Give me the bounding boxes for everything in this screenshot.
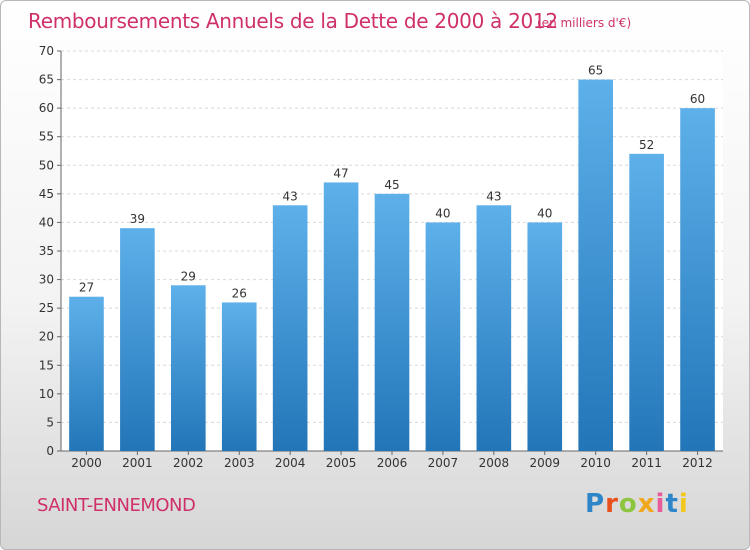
x-tick-label: 2003 [224,456,255,470]
x-tick-label: 2009 [529,456,560,470]
chart-unit: (en milliers d'€) [537,16,632,30]
y-tick-label: 0 [46,444,54,458]
x-tick-label: 2011 [631,456,662,470]
x-tick-label: 2005 [326,456,357,470]
logo-letter: i [678,489,689,519]
x-tick-label: 2012 [682,456,713,470]
bar [578,79,614,452]
data-label: 27 [79,281,94,295]
logo-letter: r [605,489,619,519]
y-tick-label: 15 [39,358,54,372]
bar [374,193,410,451]
y-tick-label: 60 [39,101,54,115]
bar [221,302,257,451]
bar [629,153,664,451]
y-tick-label: 40 [39,215,54,229]
chart-title: Remboursements Annuels de la Dette de 20… [28,9,558,33]
bar [527,222,563,451]
data-label: 40 [435,206,450,220]
commune-name: SAINT-ENNEMOND [37,495,196,516]
y-tick-label: 45 [39,187,54,201]
data-label: 65 [588,64,603,78]
x-tick-label: 2008 [479,456,510,470]
x-tick-label: 2010 [580,456,611,470]
y-tick-label: 10 [39,387,54,401]
data-label: 29 [181,269,196,283]
y-tick-label: 20 [39,330,54,344]
logo-letter: t [665,489,679,519]
data-label: 60 [690,92,705,106]
logo-letter: o [618,489,638,519]
data-label: 39 [130,212,145,226]
bar [272,205,308,451]
y-tick-label: 70 [39,44,54,58]
data-label: 40 [537,206,552,220]
bar [120,228,155,451]
y-tick-label: 50 [39,158,54,172]
logo-letter: i [655,489,666,519]
bar [323,182,359,451]
data-label: 43 [486,189,501,203]
y-tick-label: 25 [39,301,54,315]
data-label: 26 [232,286,247,300]
bar [680,108,715,452]
x-tick-label: 2007 [428,456,459,470]
x-tick-label: 2000 [71,456,102,470]
bar [170,285,206,451]
data-label: 47 [333,166,348,180]
bar [476,205,512,451]
y-tick-label: 65 [39,73,54,87]
x-tick-label: 2006 [377,456,408,470]
data-label: 43 [283,189,298,203]
data-label: 45 [384,178,399,192]
y-tick-label: 35 [39,244,54,258]
data-label: 52 [639,138,654,152]
bar [425,222,461,451]
x-tick-label: 2002 [173,456,204,470]
y-tick-label: 55 [39,130,54,144]
y-tick-label: 30 [39,273,54,287]
logo-letter: P [585,489,606,519]
proxiti-logo: Proxiti [585,489,689,519]
logo-letter: x [637,489,656,519]
x-tick-label: 2004 [275,456,306,470]
y-tick-label: 5 [46,415,54,429]
bar [69,296,104,451]
x-tick-label: 2001 [122,456,153,470]
